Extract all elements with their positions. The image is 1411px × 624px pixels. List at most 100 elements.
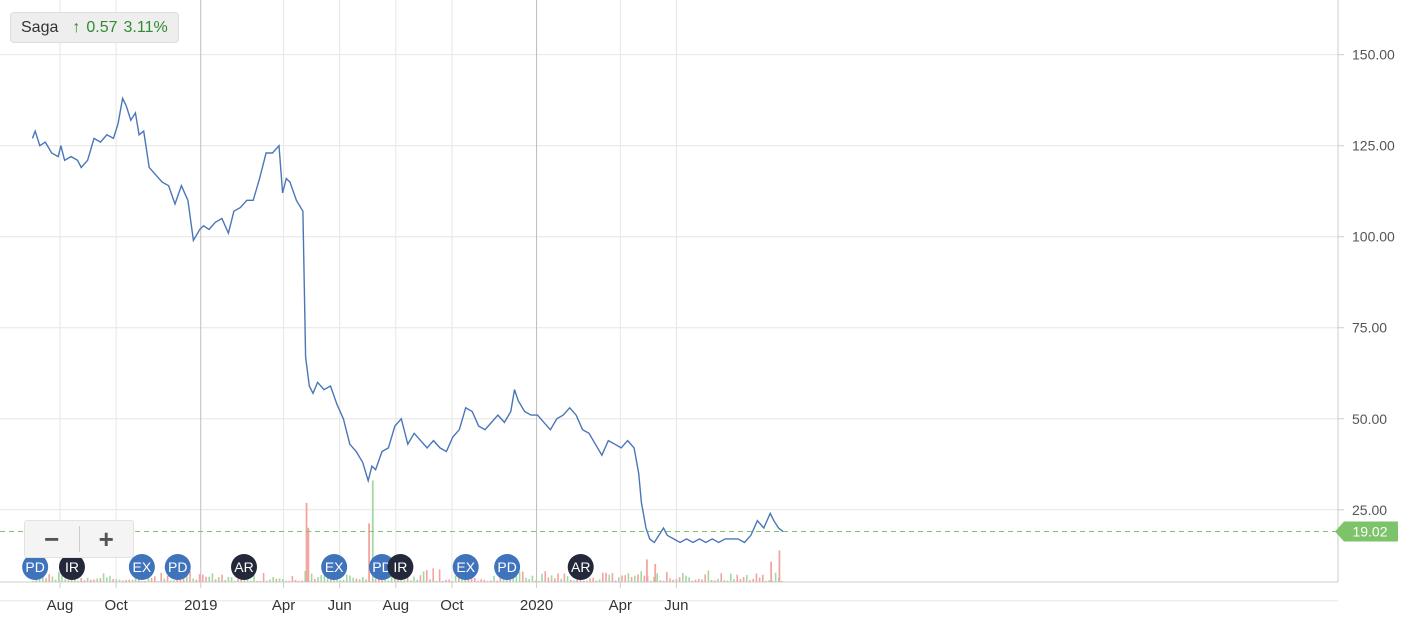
- volume-bar: [304, 570, 306, 582]
- volume-bar: [83, 580, 86, 582]
- y-tick-label: 125.00: [1352, 138, 1395, 154]
- volume-bar: [467, 579, 470, 582]
- volume-bar: [118, 579, 121, 582]
- volume-spike: [654, 563, 657, 582]
- event-marker-pd[interactable]: PD: [369, 554, 395, 580]
- zoom-out-button[interactable]: −: [44, 523, 60, 554]
- event-marker-ir[interactable]: IR: [387, 554, 414, 580]
- volume-bar: [451, 580, 454, 582]
- volume-bar: [458, 575, 460, 582]
- change-percent: 3.11%: [123, 18, 168, 36]
- volume-bar: [272, 577, 274, 582]
- event-marker-circle: [22, 554, 49, 580]
- event-marker-ex[interactable]: EX: [321, 554, 348, 580]
- event-marker-circle: [231, 554, 257, 580]
- volume-bar: [688, 577, 690, 582]
- volume-bar: [259, 580, 262, 582]
- event-marker-label: IR: [393, 559, 407, 575]
- volume-bar: [781, 580, 783, 582]
- change-value: 0.57: [86, 18, 118, 36]
- event-marker-ar[interactable]: AR: [231, 554, 257, 580]
- event-marker-ar[interactable]: AR: [567, 554, 594, 580]
- volume-bar: [621, 575, 623, 582]
- volume-bar: [714, 580, 716, 582]
- volume-bar: [406, 573, 409, 582]
- volume-bar: [438, 569, 441, 582]
- volume-bar: [323, 570, 326, 582]
- volume-bar: [678, 577, 681, 582]
- volume-bar: [675, 578, 678, 582]
- event-marker-circle: [128, 554, 155, 580]
- volume-bar: [362, 577, 364, 582]
- volume-bar: [698, 578, 700, 582]
- event-marker-ex[interactable]: EX: [128, 554, 155, 580]
- volume-bar: [275, 578, 278, 582]
- volume-bar: [499, 577, 502, 582]
- volume-bar: [256, 580, 258, 582]
- event-marker-ir[interactable]: IR: [58, 554, 85, 580]
- event-markers[interactable]: PD IR EX PD AR EX PD IR EX PD AR: [22, 554, 594, 580]
- volume-bar: [288, 580, 290, 582]
- volume-bar: [445, 579, 447, 582]
- volume-bar: [643, 575, 646, 582]
- volume-bar: [752, 578, 754, 582]
- volume-bar: [582, 580, 585, 582]
- volume-bar: [294, 579, 297, 582]
- event-marker-label: IR: [65, 559, 79, 575]
- zoom-in-button[interactable]: +: [98, 523, 114, 554]
- volume-bar: [771, 580, 774, 582]
- event-marker-circle: [494, 554, 521, 580]
- volume-bar: [480, 579, 482, 582]
- volume-bar: [115, 579, 118, 582]
- volume-bar: [605, 572, 607, 582]
- volume-bar: [602, 572, 604, 582]
- volume-bar: [522, 571, 524, 582]
- volume-bar: [38, 577, 41, 582]
- volume-bar: [106, 577, 108, 582]
- volume-bar: [397, 580, 399, 582]
- volume-bar: [90, 579, 92, 582]
- volume-bar: [685, 575, 687, 582]
- event-marker-circle: [567, 554, 594, 580]
- y-tick-label: 75.00: [1352, 320, 1387, 336]
- x-tick-label: Oct: [440, 597, 464, 614]
- volume-bar: [282, 579, 284, 582]
- volume-bar: [432, 568, 434, 582]
- x-tick-label: Aug: [382, 597, 409, 614]
- volume-bar: [614, 580, 617, 582]
- volume-bar: [166, 575, 169, 582]
- volume-bar: [179, 579, 182, 582]
- event-marker-pd[interactable]: PD: [22, 554, 49, 580]
- event-marker-pd[interactable]: PD: [164, 554, 191, 580]
- volume-bar: [317, 577, 319, 582]
- volume-bar: [128, 579, 130, 582]
- volume-bar: [58, 572, 60, 582]
- volume-bar: [355, 578, 358, 582]
- volume-bar: [512, 577, 514, 582]
- volume-bar: [640, 571, 642, 582]
- volume-bar: [726, 580, 729, 582]
- volume-bar: [67, 580, 70, 582]
- volume-bar: [534, 580, 537, 582]
- volume-bar: [490, 580, 492, 582]
- volume-bar: [390, 573, 393, 582]
- volume-bar: [595, 580, 598, 582]
- last-price-value: 19.02: [1352, 524, 1387, 540]
- volume-bar: [739, 579, 742, 582]
- event-marker-pd[interactable]: PD: [494, 554, 521, 580]
- volume-bar: [694, 579, 697, 582]
- volume-bar: [339, 580, 342, 582]
- volume-bars: [32, 480, 783, 582]
- volume-bar: [762, 574, 764, 582]
- volume-bar: [656, 573, 658, 582]
- volume-bar: [109, 575, 111, 582]
- volume-bar: [352, 577, 354, 582]
- event-marker-label: PD: [372, 559, 391, 575]
- volume-bar: [506, 578, 508, 582]
- event-marker-ex[interactable]: EX: [452, 554, 479, 580]
- volume-bar: [598, 579, 601, 582]
- x-tick-label: 2020: [520, 597, 553, 614]
- volume-bar: [170, 580, 172, 582]
- gridlines: [0, 0, 1339, 602]
